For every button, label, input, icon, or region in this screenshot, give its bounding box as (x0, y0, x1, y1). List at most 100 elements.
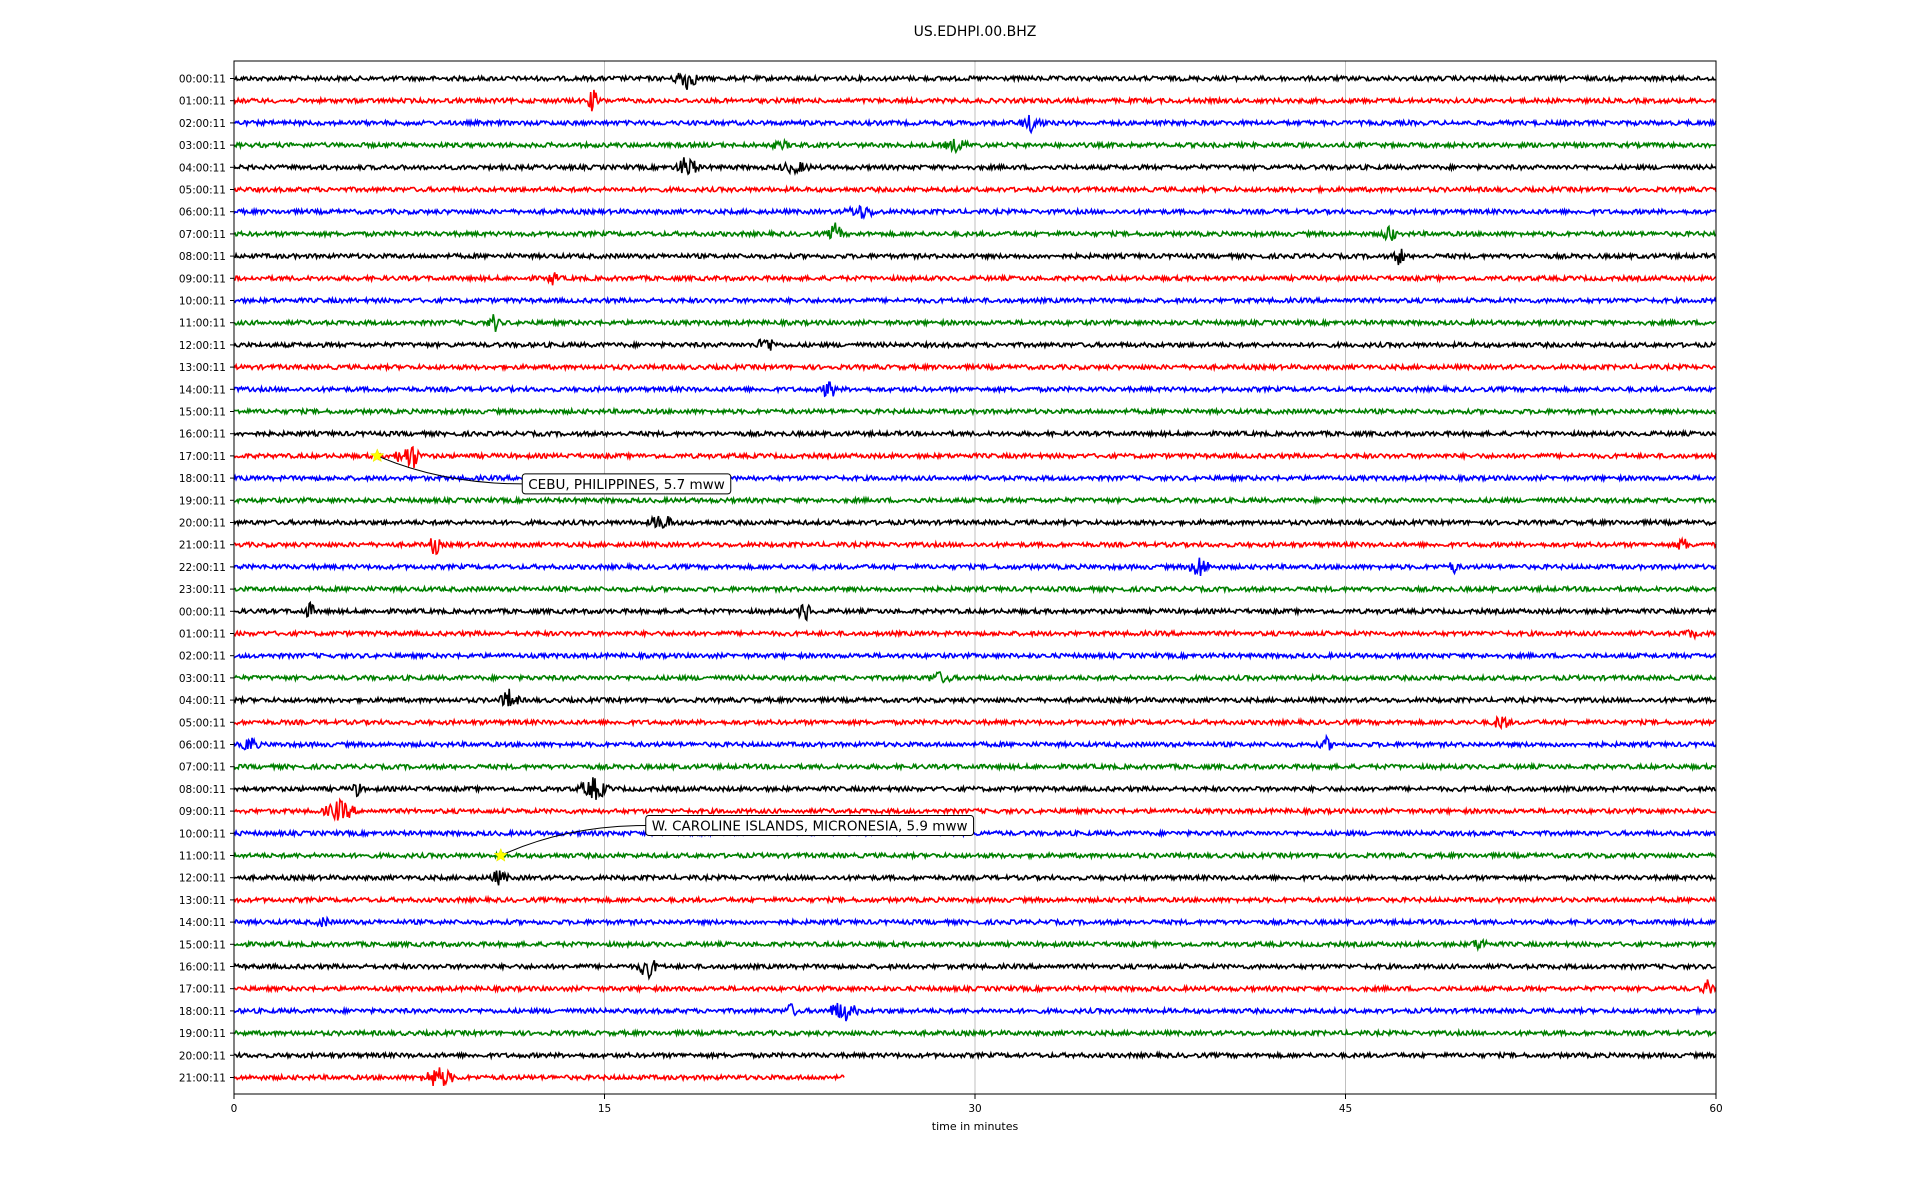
row-label-33: 09:00:11 (179, 806, 226, 818)
seismic-traces (233, 72, 1717, 1086)
trace-row-1 (233, 89, 1717, 112)
row-label-5: 05:00:11 (179, 185, 226, 197)
trace-row-9 (233, 272, 1717, 286)
trace-row-2 (233, 114, 1717, 135)
event-connector-0 (377, 455, 523, 485)
row-label-9: 09:00:11 (179, 273, 226, 285)
trace-row-27 (233, 671, 1717, 684)
x-tick-label-1: 15 (598, 1103, 611, 1115)
trace-row-40 (233, 960, 1717, 981)
trace-row-36 (233, 870, 1717, 886)
row-label-28: 04:00:11 (179, 695, 226, 707)
trace-row-42 (233, 1002, 1717, 1022)
row-label-12: 12:00:11 (179, 340, 226, 352)
row-label-20: 20:00:11 (179, 518, 226, 530)
trace-row-38 (233, 915, 1717, 928)
trace-row-39 (233, 937, 1717, 953)
trace-row-12 (233, 338, 1717, 351)
row-label-35: 11:00:11 (179, 851, 226, 863)
row-label-8: 08:00:11 (179, 251, 226, 263)
trace-row-43 (233, 1027, 1717, 1039)
trace-row-5 (233, 184, 1717, 195)
trace-row-21 (233, 536, 1717, 556)
trace-row-11 (233, 314, 1717, 332)
trace-row-15 (233, 406, 1717, 417)
row-label-40: 16:00:11 (179, 962, 226, 974)
row-label-39: 15:00:11 (179, 939, 226, 951)
trace-row-28 (233, 688, 1717, 707)
trace-row-44 (233, 1050, 1717, 1061)
row-label-25: 01:00:11 (179, 629, 226, 641)
trace-row-34 (233, 828, 1716, 839)
trace-row-17 (233, 445, 1717, 469)
trace-row-7 (233, 222, 1717, 242)
row-label-10: 10:00:11 (179, 296, 226, 308)
trace-row-19 (233, 495, 1717, 506)
grid-lines (604, 61, 1346, 1094)
row-label-24: 00:00:11 (179, 606, 226, 618)
row-label-37: 13:00:11 (179, 895, 226, 907)
row-label-41: 17:00:11 (179, 984, 226, 996)
trace-row-24 (233, 600, 1717, 622)
row-label-19: 19:00:11 (179, 495, 226, 507)
row-label-34: 10:00:11 (179, 828, 226, 840)
trace-row-0 (234, 72, 1717, 90)
trace-row-10 (233, 295, 1717, 306)
event-label-1: W. CAROLINE ISLANDS, MICRONESIA, 5.9 mww (652, 819, 968, 835)
trace-row-16 (233, 428, 1717, 439)
row-label-27: 03:00:11 (179, 673, 226, 685)
trace-row-6 (233, 204, 1717, 221)
trace-row-23 (233, 584, 1717, 595)
chart-title: US.EDHPI.00.BHZ (914, 24, 1037, 40)
row-label-43: 19:00:11 (179, 1028, 226, 1040)
row-label-17: 17:00:11 (179, 451, 226, 463)
row-label-1: 01:00:11 (179, 96, 226, 108)
trace-row-35 (233, 850, 1717, 861)
trace-row-32 (233, 777, 1717, 800)
event-annotation-0: CEBU, PHILIPPINES, 5.7 mww (369, 448, 732, 495)
x-tick-label-4: 60 (1709, 1103, 1722, 1115)
row-label-21: 21:00:11 (179, 540, 226, 552)
trace-row-13 (233, 361, 1717, 373)
trace-row-37 (233, 894, 1717, 905)
row-label-13: 13:00:11 (179, 362, 226, 374)
row-label-36: 12:00:11 (179, 873, 226, 885)
row-label-44: 20:00:11 (179, 1050, 226, 1062)
trace-row-3 (233, 137, 1717, 155)
row-label-18: 18:00:11 (179, 473, 226, 485)
trace-row-29 (233, 715, 1717, 731)
row-label-29: 05:00:11 (179, 717, 226, 729)
event-label-0: CEBU, PHILIPPINES, 5.7 mww (528, 477, 725, 493)
row-label-26: 02:00:11 (179, 651, 226, 663)
row-label-7: 07:00:11 (179, 229, 226, 241)
event-connector-1 (500, 825, 646, 856)
trace-row-4 (233, 157, 1717, 177)
row-label-22: 22:00:11 (179, 562, 226, 574)
x-axis-ticks: 0 15 30 45 60 (231, 1094, 1723, 1115)
row-label-2: 02:00:11 (179, 118, 226, 130)
row-label-0: 00:00:11 (179, 74, 226, 86)
row-label-6: 06:00:11 (179, 207, 226, 219)
x-tick-label-3: 45 (1339, 1103, 1352, 1115)
trace-row-18 (233, 472, 1717, 484)
trace-row-31 (233, 761, 1717, 772)
x-tick-label-0: 0 (231, 1103, 238, 1115)
row-label-31: 07:00:11 (179, 762, 226, 774)
row-label-14: 14:00:11 (179, 384, 226, 396)
trace-row-26 (233, 650, 1717, 661)
trace-row-45 (233, 1067, 845, 1086)
event-label-box-1 (645, 815, 975, 836)
row-label-42: 18:00:11 (179, 1006, 226, 1018)
row-label-3: 03:00:11 (179, 140, 226, 152)
row-label-30: 06:00:11 (179, 740, 226, 752)
trace-row-33 (233, 797, 1717, 822)
trace-row-14 (233, 381, 1717, 398)
event-annotations: CEBU, PHILIPPINES, 5.7 mww W. CAROLINE IS… (369, 448, 975, 862)
trace-row-41 (233, 979, 1717, 995)
row-label-45: 21:00:11 (179, 1073, 226, 1085)
trace-row-30 (233, 733, 1717, 751)
row-label-32: 08:00:11 (179, 784, 226, 796)
trace-row-22 (233, 557, 1717, 576)
trace-row-20 (233, 514, 1717, 529)
